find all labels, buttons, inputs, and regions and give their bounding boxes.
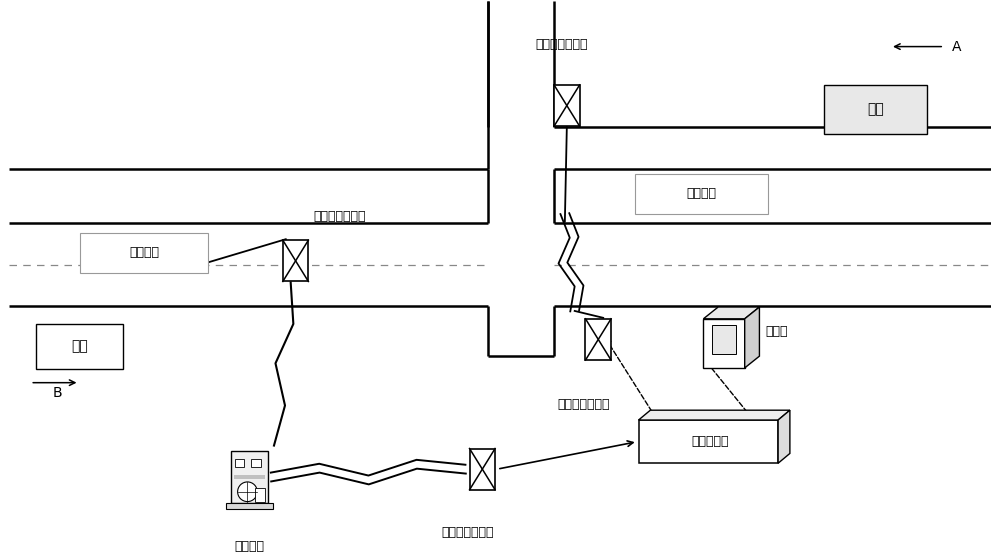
Text: 车辆位置检测器: 车辆位置检测器 <box>313 211 366 224</box>
Bar <box>251 459 261 467</box>
Bar <box>824 85 927 134</box>
Bar <box>226 503 273 509</box>
Polygon shape <box>745 307 759 368</box>
Bar <box>231 451 268 503</box>
Polygon shape <box>639 410 790 420</box>
Bar <box>639 420 778 463</box>
Text: A: A <box>952 39 962 53</box>
Polygon shape <box>778 410 790 463</box>
Text: 车辆位置检测器: 车辆位置检测器 <box>535 37 588 51</box>
Bar <box>235 459 244 467</box>
Text: 中心计算机: 中心计算机 <box>692 435 729 448</box>
Text: 有轨电车: 有轨电车 <box>129 246 159 260</box>
Bar <box>585 319 611 360</box>
Polygon shape <box>703 307 759 319</box>
Bar <box>283 240 308 281</box>
Text: 信号机: 信号机 <box>765 325 788 338</box>
Bar <box>635 175 768 214</box>
Text: 站点: 站点 <box>867 102 884 117</box>
Text: 调度中心: 调度中心 <box>234 540 264 553</box>
Bar <box>554 85 580 126</box>
Bar <box>470 449 495 490</box>
Bar <box>234 475 265 479</box>
Text: 站点: 站点 <box>71 339 88 353</box>
Bar <box>255 488 265 502</box>
Bar <box>703 319 745 368</box>
Text: 电车信息发送器: 电车信息发送器 <box>441 526 494 539</box>
Bar <box>36 324 123 369</box>
Circle shape <box>238 482 257 502</box>
Bar <box>80 234 208 272</box>
Text: 有轨电车: 有轨电车 <box>686 187 716 201</box>
Text: B: B <box>53 385 62 400</box>
Text: 电车信息接收器: 电车信息接收器 <box>557 399 609 411</box>
Bar <box>712 325 736 354</box>
